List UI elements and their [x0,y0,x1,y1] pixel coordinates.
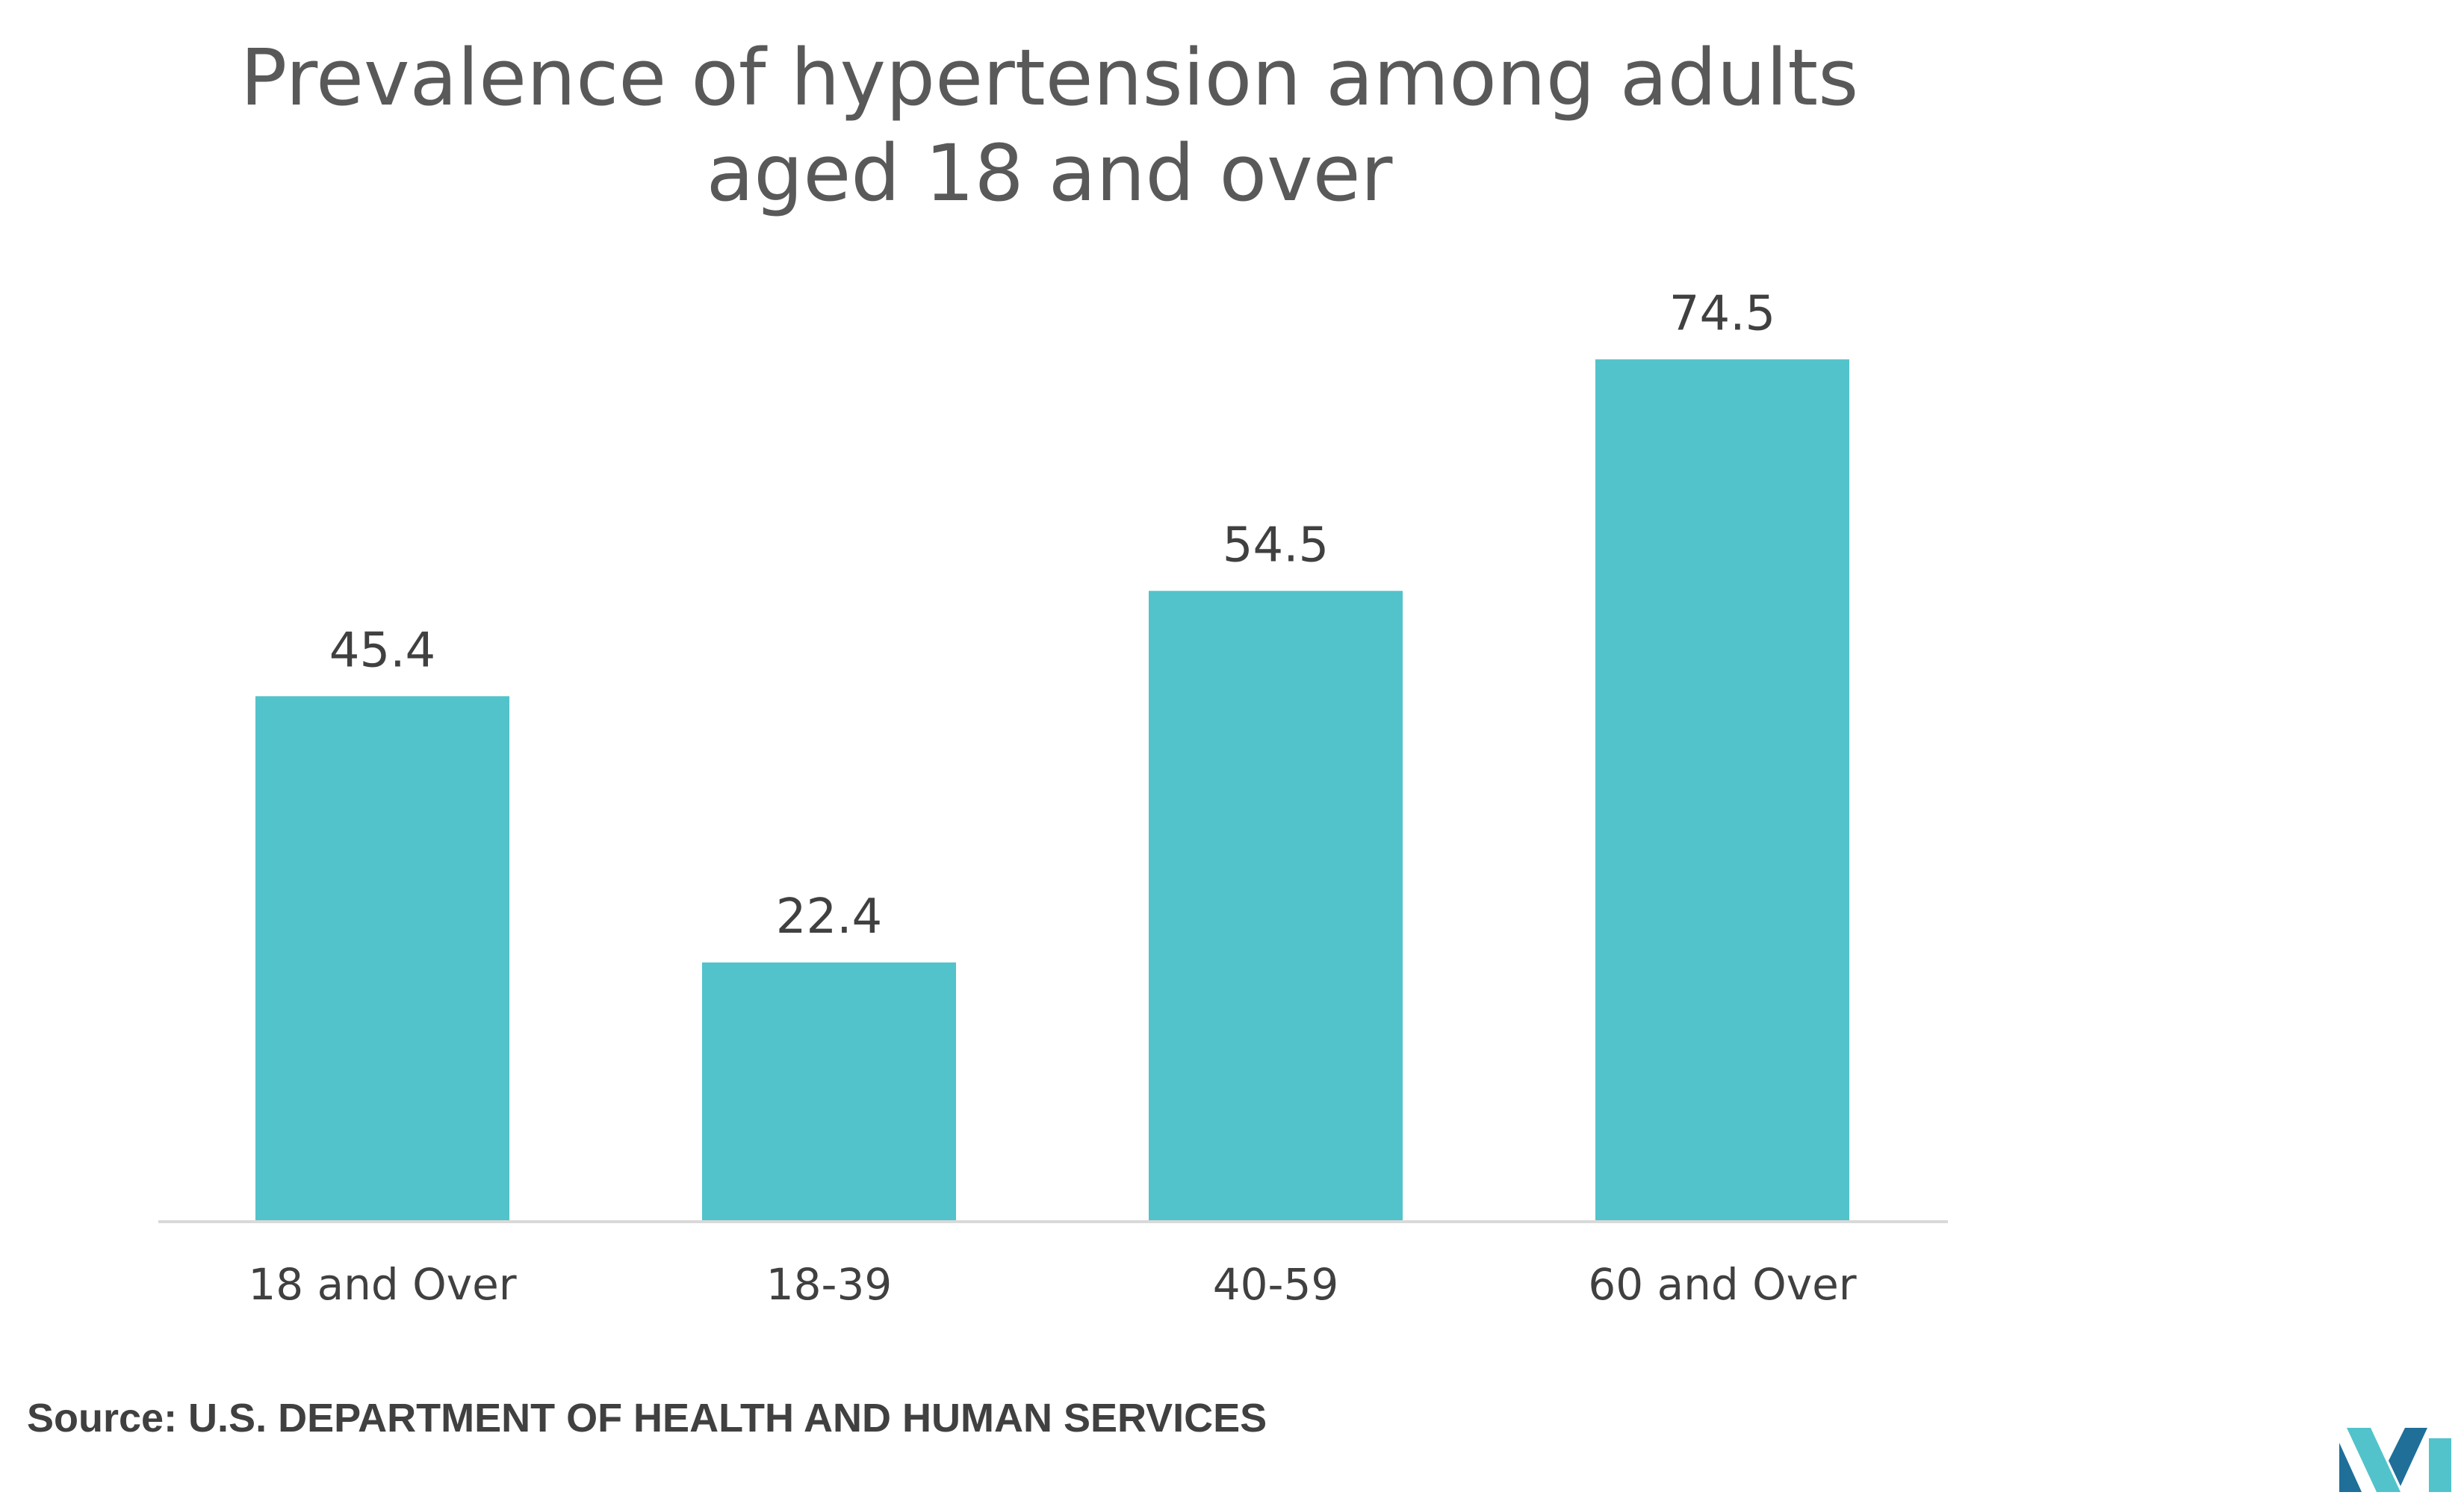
chart-title: Prevalence of hypertension among adults … [0,30,2099,221]
x-tick-label-1: 18 and Over [248,1259,516,1310]
x-tick-label-4: 60 and Over [1588,1259,1856,1310]
bar-2 [702,962,956,1222]
x-tick-label-2: 18-39 [766,1259,893,1310]
x-tick-label-3: 40-59 [1213,1259,1339,1310]
data-label-4: 74.5 [1669,286,1776,341]
bar-4 [1595,359,1849,1222]
bar-1 [255,696,509,1222]
chart-title-line-2: aged 18 and over [706,128,1393,219]
brand-logo-icon [2339,1428,2451,1492]
data-label-2: 22.4 [776,889,883,945]
chart-title-line-1: Prevalence of hypertension among adults [240,32,1859,123]
data-label-3: 54.5 [1223,518,1329,573]
bar-3 [1149,591,1403,1222]
data-label-1: 45.4 [329,623,436,678]
source-note: Source: U.S. DEPARTMENT OF HEALTH AND HU… [27,1396,1267,1441]
